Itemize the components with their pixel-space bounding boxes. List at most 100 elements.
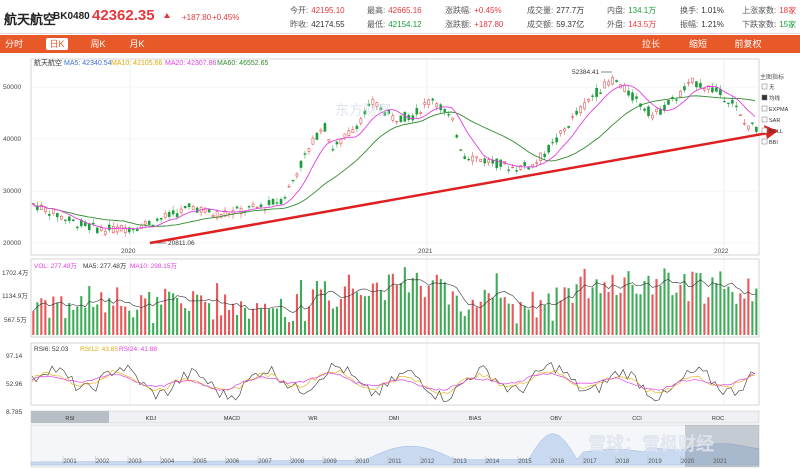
volume-bar [735, 303, 738, 335]
volume-bar [212, 319, 215, 335]
candle-body [115, 226, 119, 233]
volume-bar [515, 323, 518, 335]
candle-body [451, 117, 455, 121]
kline-chart-svg[interactable]: 航天航空 MA5: 42340.54 MA10: 42105.66 MA20: … [0, 53, 800, 469]
candle-body [599, 92, 602, 94]
indicator-tab-cci[interactable]: CCI [632, 416, 642, 422]
tab-weekly-k[interactable]: 周K [90, 39, 106, 49]
volume-bar [355, 292, 358, 335]
indicator-tab-kdj[interactable]: KDJ [146, 416, 157, 422]
volume-bar [687, 301, 690, 335]
volume-bar [595, 279, 598, 335]
volume-bar [168, 291, 171, 335]
candle-body [611, 77, 614, 85]
volume-bar [299, 280, 303, 335]
quote-down-count: 下跌家数: 15家 [742, 20, 797, 29]
volume-bar [144, 298, 147, 335]
indicator-option-label: EXPMA [769, 107, 789, 113]
candle-body [511, 166, 514, 169]
volume-bar [184, 308, 187, 335]
indicator-tab-rsi[interactable]: RSI [65, 416, 75, 422]
indicator-tab-wr[interactable]: WR [308, 416, 317, 422]
price-tick: 40000 [3, 136, 21, 143]
candle-body [135, 229, 139, 232]
indicator-option-无[interactable]: 无 [761, 83, 775, 91]
candle-body [495, 158, 499, 169]
volume-bar [363, 296, 366, 335]
indicator-tab-dmi[interactable]: DMI [389, 416, 400, 422]
overview-year-label: 2007 [258, 459, 272, 465]
indicator-option-boll[interactable]: BOLL [761, 127, 783, 135]
volume-bar [715, 283, 718, 335]
volume-bar [583, 268, 586, 335]
candle-body [371, 99, 375, 105]
candle-body [567, 126, 570, 128]
volume-bar [347, 274, 350, 335]
candle-body [531, 163, 534, 168]
volume-bar [291, 320, 295, 335]
candle-body [547, 144, 550, 153]
candle-body [179, 208, 183, 213]
volume-bar [683, 274, 686, 335]
indicator-option-sar[interactable]: SAR [761, 116, 780, 124]
overview-selection-window[interactable] [685, 425, 759, 467]
indicator-tab-roc[interactable]: ROC [712, 416, 724, 422]
tab-intraday[interactable]: 分时 [4, 39, 23, 49]
price-tick: 20000 [3, 240, 21, 247]
candle-body [723, 100, 726, 103]
volume-bar [311, 289, 315, 335]
tab-daily-k[interactable]: 日K [46, 38, 68, 50]
candle-body [75, 226, 79, 229]
checkbox-icon[interactable] [761, 83, 768, 90]
indicator-tab-obv[interactable]: OBV [550, 416, 562, 422]
indicator-option-bbi[interactable]: BBI [761, 138, 778, 146]
volume-bar [651, 294, 654, 335]
candle-body [435, 103, 439, 107]
volume-bar [132, 317, 135, 335]
checkbox-icon[interactable] [761, 116, 768, 123]
candle-body [571, 116, 574, 118]
checkbox-icon[interactable] [761, 138, 768, 145]
indicator-option-expma[interactable]: EXPMA [761, 105, 789, 113]
volume-bar [419, 285, 422, 335]
checkbox-icon[interactable] [761, 127, 768, 134]
candle-body [595, 87, 598, 97]
candle-body [615, 80, 618, 82]
stock-code: BK0480 [53, 11, 90, 22]
candle-body [471, 155, 475, 162]
kline-chart-area[interactable]: 航天航空 MA5: 42340.54 MA10: 42105.66 MA20: … [0, 53, 800, 469]
candle-body [647, 106, 650, 117]
overview-year-label: 2006 [226, 459, 240, 465]
overview-year-label: 2011 [389, 459, 403, 465]
volume-bar [435, 274, 438, 335]
rsi12-legend: RSI12: 43.85 [80, 346, 118, 353]
volume-bar [547, 293, 550, 335]
volume-bar [431, 280, 434, 335]
candle-body [275, 202, 279, 204]
candle-body [719, 89, 722, 96]
indicator-tab-macd[interactable]: MACD [224, 416, 240, 422]
indicator-option-label: 无 [769, 84, 775, 91]
volume-bar [251, 308, 255, 335]
shorten-button[interactable]: 缩短 [688, 39, 707, 49]
checkbox-icon[interactable] [761, 94, 768, 101]
candle-body [527, 167, 530, 170]
candle-body [191, 206, 195, 210]
indicator-option-均线[interactable]: 均线 [761, 94, 781, 102]
stretch-button[interactable]: 拉长 [641, 39, 660, 49]
volume-bar [507, 303, 510, 335]
indicator-tab-bias[interactable]: BIAS [469, 416, 482, 422]
volume-bar [148, 291, 151, 335]
candle-body [159, 218, 163, 220]
volume-bar [271, 308, 275, 335]
checkbox-icon[interactable] [761, 105, 768, 112]
tab-monthly-k[interactable]: 月K [129, 39, 145, 49]
volume-bar [755, 288, 758, 335]
candle-body [299, 160, 303, 168]
adjust-dropdown[interactable]: 前复权 ▾ [734, 39, 762, 61]
volume-bar [567, 288, 570, 335]
volume-bar [451, 291, 454, 335]
volume-bar [563, 287, 566, 335]
volume-bar [275, 308, 279, 335]
volume-bar [467, 309, 470, 335]
